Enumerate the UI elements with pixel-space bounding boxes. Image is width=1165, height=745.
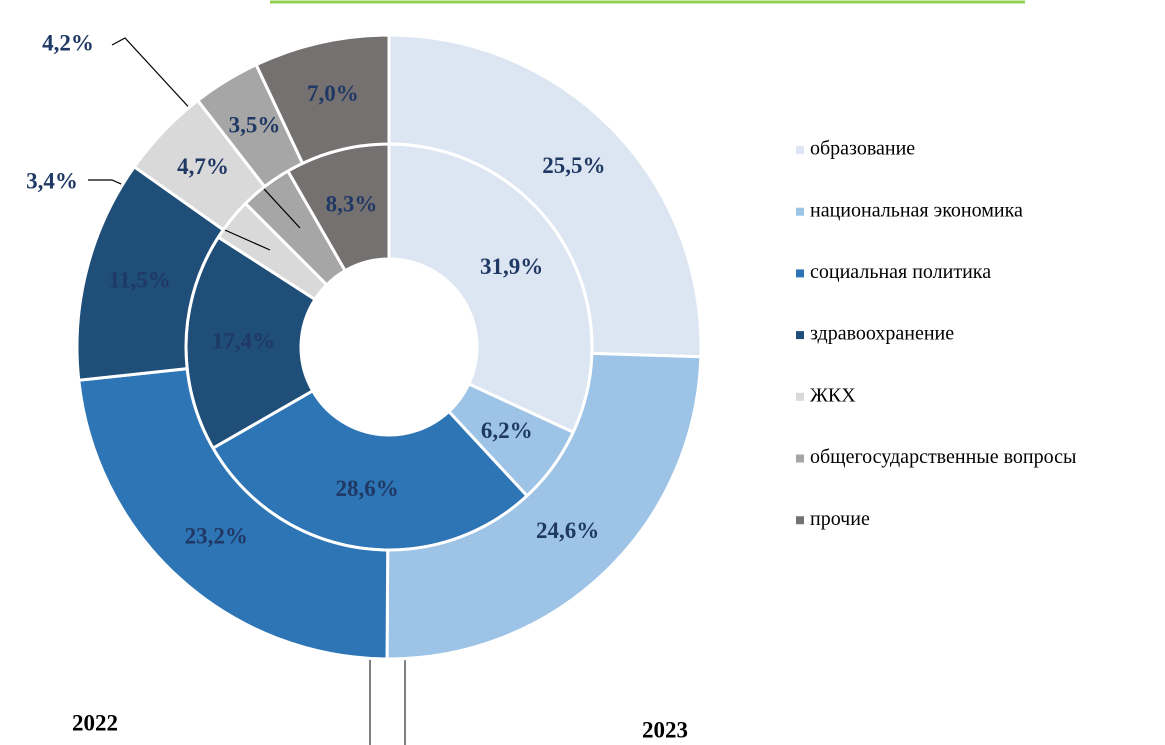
legend-marker xyxy=(796,516,804,525)
data-label: 31,9% xyxy=(480,254,543,279)
data-label: 8,3% xyxy=(326,192,378,217)
legend-marker xyxy=(796,454,804,463)
data-label: 28,6% xyxy=(336,476,399,501)
donut-segment xyxy=(77,366,390,661)
data-label: 6,2% xyxy=(481,418,533,443)
data-label: 4,7% xyxy=(177,154,229,179)
data-label: 3,4% xyxy=(26,168,78,193)
data-label: 4,2% xyxy=(42,30,94,55)
legend-label: национальная экономика xyxy=(810,199,1023,221)
donut-segment xyxy=(254,33,391,166)
data-label: 17,4% xyxy=(212,329,275,354)
legend-marker xyxy=(796,392,804,401)
data-label: 3,5% xyxy=(229,113,281,138)
data-label: 25,5% xyxy=(542,153,605,178)
data-label: 23,2% xyxy=(185,523,248,548)
donut-segment xyxy=(387,33,703,359)
legend-marker xyxy=(796,146,804,154)
data-label: 11,5% xyxy=(109,267,171,292)
series-name: 2023 xyxy=(642,717,688,742)
legend-label: общегосударственные вопросы xyxy=(810,446,1076,468)
legend-marker xyxy=(796,269,804,278)
data-label: 24,6% xyxy=(536,518,599,543)
legend-label: образование xyxy=(810,138,915,160)
series-name: 2022 xyxy=(72,710,118,735)
legend-label: здравоохранение xyxy=(810,323,954,345)
data-label: 7,0% xyxy=(307,81,359,106)
legend-label: социальная политика xyxy=(810,261,991,283)
legend-label: ЖКХ xyxy=(810,384,856,406)
legend-label: прочие xyxy=(810,508,870,530)
legend-marker xyxy=(796,331,804,340)
legend-marker xyxy=(796,207,804,216)
donut-segment xyxy=(385,351,703,661)
